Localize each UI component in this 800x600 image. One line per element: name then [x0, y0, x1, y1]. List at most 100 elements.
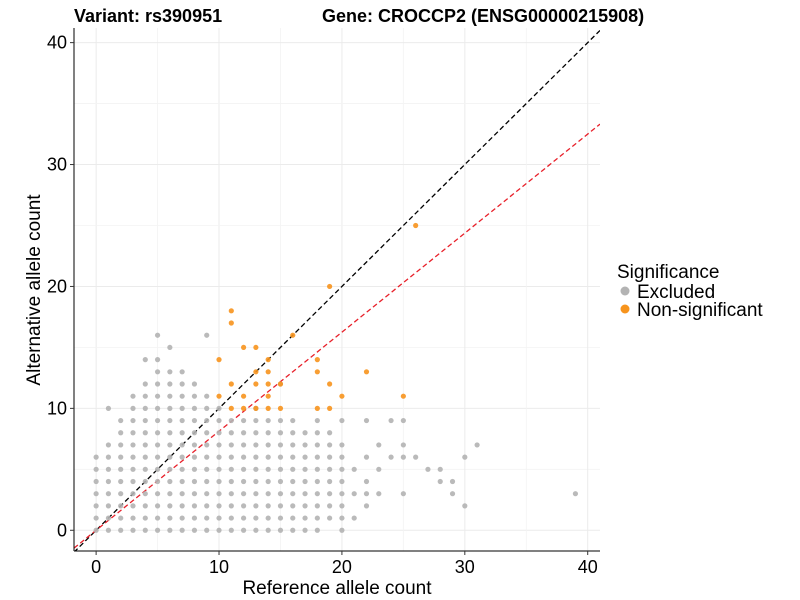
- point-excluded: [154, 454, 161, 460]
- point-excluded: [142, 478, 148, 485]
- point-excluded: [314, 527, 320, 533]
- point-non-significant: [253, 405, 259, 411]
- point-excluded: [179, 405, 185, 411]
- point-excluded: [179, 381, 185, 387]
- point-excluded: [240, 454, 247, 460]
- point-excluded: [302, 430, 308, 436]
- point-excluded: [449, 491, 456, 497]
- point-excluded: [253, 503, 259, 509]
- point-excluded: [154, 491, 161, 497]
- point-excluded: [142, 515, 148, 521]
- point-excluded: [142, 381, 148, 387]
- point-excluded: [216, 405, 222, 411]
- point-non-significant: [228, 320, 234, 326]
- point-excluded: [240, 515, 247, 521]
- point-excluded: [314, 503, 320, 509]
- point-excluded: [204, 454, 210, 460]
- point-excluded: [142, 430, 148, 436]
- legend: Significance Excluded Non-significant: [617, 262, 763, 321]
- point-excluded: [228, 515, 234, 521]
- point-excluded: [142, 454, 148, 460]
- point-excluded: [142, 527, 148, 533]
- point-non-significant: [413, 222, 419, 229]
- point-excluded: [302, 491, 308, 497]
- point-excluded: [167, 369, 173, 375]
- point-excluded: [327, 466, 333, 472]
- point-excluded: [191, 405, 198, 411]
- point-excluded: [191, 417, 198, 424]
- point-excluded: [204, 417, 210, 424]
- point-excluded: [118, 442, 124, 448]
- point-excluded: [363, 478, 370, 485]
- point-excluded: [191, 442, 198, 448]
- point-non-significant: [265, 381, 271, 387]
- point-excluded: [105, 466, 112, 472]
- point-excluded: [277, 442, 284, 448]
- point-non-significant: [327, 405, 333, 411]
- point-excluded: [154, 430, 161, 436]
- point-excluded: [191, 527, 198, 533]
- point-excluded: [228, 527, 234, 533]
- point-excluded: [363, 491, 370, 497]
- point-excluded: [167, 417, 173, 424]
- point-non-significant: [327, 283, 333, 290]
- point-excluded: [376, 442, 382, 448]
- point-excluded: [339, 478, 345, 485]
- point-excluded: [130, 442, 136, 448]
- point-excluded: [228, 503, 234, 509]
- point-excluded: [339, 466, 345, 472]
- point-excluded: [302, 454, 308, 460]
- point-excluded: [437, 478, 443, 485]
- point-excluded: [167, 442, 173, 448]
- point-non-significant: [265, 405, 271, 411]
- point-excluded: [142, 356, 148, 363]
- point-excluded: [204, 491, 210, 497]
- point-excluded: [400, 454, 406, 460]
- point-excluded: [130, 491, 136, 497]
- point-non-significant: [277, 405, 284, 411]
- axes: 0 10 20 30 40 0 10 20 30 40: [47, 28, 600, 577]
- point-excluded: [142, 442, 148, 448]
- gene-title: Gene: CROCCP2 (ENSG00000215908): [322, 6, 644, 26]
- point-excluded: [314, 466, 320, 472]
- point-excluded: [154, 381, 161, 387]
- point-excluded: [228, 478, 234, 485]
- point-excluded: [277, 515, 284, 521]
- point-excluded: [240, 478, 247, 485]
- point-excluded: [216, 442, 222, 448]
- point-excluded: [228, 430, 234, 436]
- point-excluded: [388, 417, 394, 424]
- point-excluded: [351, 515, 357, 521]
- point-excluded: [191, 503, 198, 509]
- point-non-significant: [228, 381, 234, 387]
- point-excluded: [277, 491, 284, 497]
- point-excluded: [253, 515, 259, 521]
- point-excluded: [339, 491, 345, 497]
- point-excluded: [118, 478, 124, 485]
- point-excluded: [142, 466, 148, 472]
- point-excluded: [277, 478, 284, 485]
- point-excluded: [179, 430, 185, 436]
- point-excluded: [302, 527, 308, 533]
- point-excluded: [228, 417, 234, 424]
- point-excluded: [130, 478, 136, 485]
- point-excluded: [462, 503, 468, 509]
- point-excluded: [118, 527, 124, 533]
- point-excluded: [154, 332, 161, 338]
- point-excluded: [339, 527, 345, 533]
- point-excluded: [363, 503, 370, 509]
- y-tick-label: 20: [47, 276, 67, 296]
- point-excluded: [302, 478, 308, 485]
- point-excluded: [216, 466, 222, 472]
- point-excluded: [167, 491, 173, 497]
- point-excluded: [105, 478, 112, 485]
- point-excluded: [167, 527, 173, 533]
- point-excluded: [363, 417, 370, 424]
- point-excluded: [327, 430, 333, 436]
- point-excluded: [142, 491, 148, 497]
- point-excluded: [130, 417, 136, 424]
- point-excluded: [130, 430, 136, 436]
- point-excluded: [425, 466, 431, 472]
- point-non-significant: [216, 356, 222, 363]
